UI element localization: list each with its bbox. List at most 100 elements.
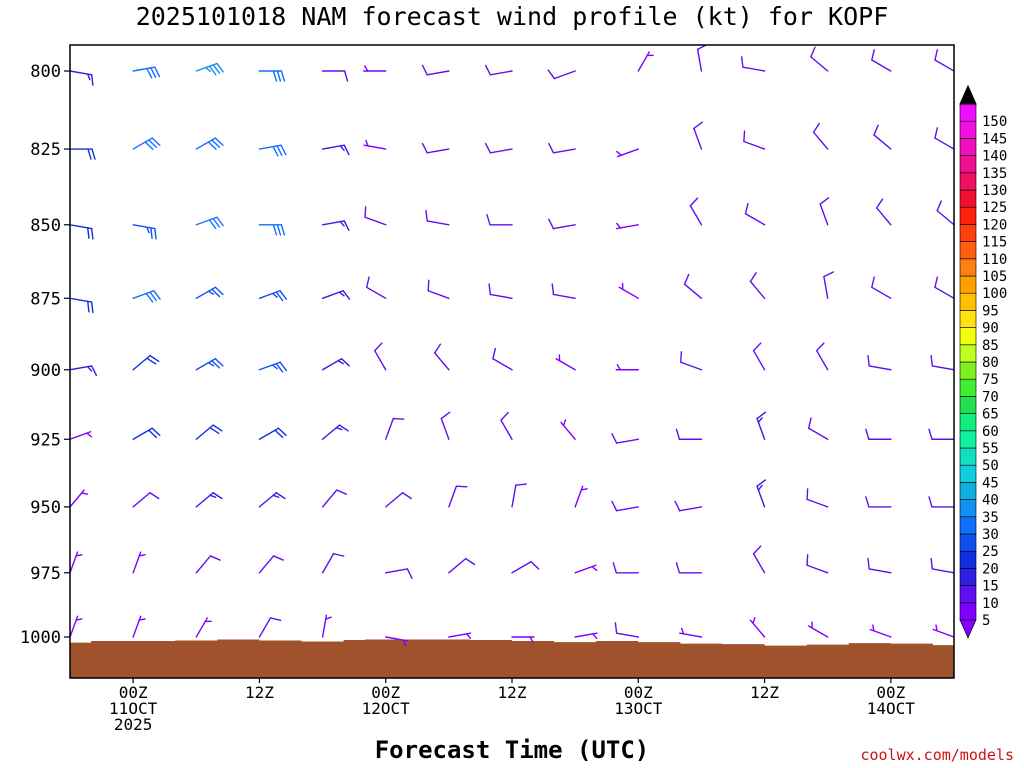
barb-feather (216, 216, 224, 227)
wind-barb (434, 343, 450, 371)
barb-feather (500, 411, 509, 421)
barb-feather (611, 500, 618, 512)
wind-barb (511, 561, 540, 574)
wind-barb (615, 222, 639, 230)
barb-feather (928, 496, 933, 508)
barb-feather (871, 276, 875, 288)
colorbar-swatch (959, 447, 977, 466)
wind-barb (321, 358, 350, 371)
wind-barb (70, 70, 94, 86)
wind-barb (675, 562, 703, 574)
barb-feather (324, 616, 332, 620)
barb-staff (816, 350, 829, 371)
colorbar-swatch (959, 499, 977, 518)
barb-staff (823, 275, 829, 299)
wind-barb (930, 354, 954, 371)
barb-feather (207, 290, 215, 295)
colorbar-swatch (959, 327, 977, 346)
barb-feather (562, 419, 567, 427)
wind-barb (555, 354, 576, 371)
colorbar-label: 70 (982, 389, 999, 405)
barb-feather (148, 429, 158, 439)
barb-feather (465, 633, 472, 639)
barb-staff (385, 568, 409, 574)
wind-barb (70, 365, 98, 376)
barb-staff (195, 555, 212, 574)
colorbar-label: 100 (982, 286, 1007, 302)
barb-feather (427, 279, 430, 292)
wind-barb (611, 433, 639, 444)
x-tick-label: 00Z (876, 683, 905, 702)
x-tick-label: 2025 (114, 715, 153, 734)
barb-feather (275, 492, 286, 500)
colorbar-label: 115 (982, 235, 1007, 251)
wind-barb (321, 424, 349, 440)
barb-feather (928, 428, 933, 440)
wind-barb (195, 137, 224, 150)
barb-feather (212, 424, 223, 432)
wind-barb (448, 485, 468, 508)
barb-feather (272, 555, 284, 561)
wind-barb (258, 361, 288, 373)
barb-feather (484, 64, 492, 76)
colorbar-swatch (959, 275, 977, 294)
wind-barb (867, 557, 892, 574)
colorbar-label: 140 (982, 149, 1007, 165)
y-tick-label: 875 (30, 289, 61, 309)
barb-feather (208, 65, 217, 76)
wind-barb (258, 617, 282, 638)
wind-barb (132, 290, 161, 303)
barb-feather (392, 417, 405, 420)
barb-feather (515, 483, 527, 486)
barb-feather (421, 142, 428, 154)
barb-feather (149, 354, 160, 363)
barb-staff (492, 358, 513, 371)
barb-feather (212, 64, 221, 74)
barb-feather (75, 554, 83, 557)
barb-feather (212, 492, 223, 500)
wind-barb (70, 297, 94, 314)
y-tick-label: 1000 (20, 628, 61, 648)
wind-barb (871, 276, 892, 299)
barb-feather (336, 489, 348, 495)
colorbar-label: 50 (982, 458, 999, 474)
wind-barb (195, 492, 223, 508)
wind-barb (869, 624, 892, 638)
barb-feather (153, 290, 161, 300)
barb-feather (823, 271, 834, 278)
barb-feather (339, 145, 345, 152)
barb-feather (87, 365, 93, 372)
x-tick-label: 11OCT (109, 699, 158, 718)
barb-feather (865, 496, 870, 508)
barb-feather (591, 565, 598, 571)
barb-feather (151, 427, 161, 437)
barb-feather (338, 291, 345, 297)
barb-feather (75, 618, 83, 621)
barb-staff (934, 59, 954, 72)
wind-barb (752, 342, 766, 371)
barb-staff (426, 148, 450, 154)
colorbar-swatch (959, 241, 977, 260)
wind-barb (810, 46, 829, 72)
barb-feather (209, 555, 221, 561)
barb-feather (272, 224, 278, 236)
barb-feather (934, 127, 939, 139)
wind-barb (448, 632, 472, 639)
wind-barb (823, 271, 834, 299)
colorbar-swatch (959, 516, 977, 535)
barb-staff (489, 148, 513, 154)
barb-feather (812, 122, 821, 133)
colorbar-label: 130 (982, 183, 1007, 199)
barb-feather (611, 433, 618, 444)
wind-barb (321, 553, 345, 574)
barb-staff (552, 148, 576, 154)
barb-feather (806, 488, 809, 501)
barb-staff (615, 438, 639, 444)
barb-feather (207, 141, 217, 150)
barb-feather (401, 492, 412, 500)
barb-staff (936, 209, 954, 226)
barb-feather (935, 624, 938, 632)
barb-staff (385, 417, 394, 440)
wind-barb (486, 214, 513, 226)
barb-feather (214, 358, 224, 367)
